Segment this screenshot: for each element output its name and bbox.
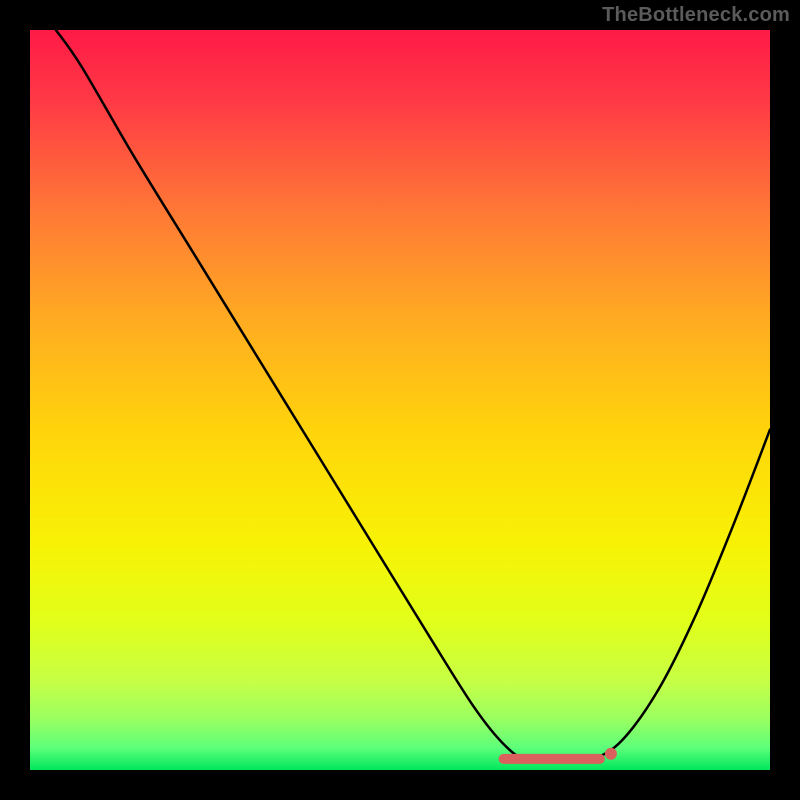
bottleneck-curve-path [56,30,770,761]
bottleneck-curve-svg [30,30,770,770]
watermark-text: TheBottleneck.com [602,4,790,27]
plot-area [30,30,770,770]
optimal-range-end-dot [605,748,617,760]
chart-frame [0,0,800,800]
